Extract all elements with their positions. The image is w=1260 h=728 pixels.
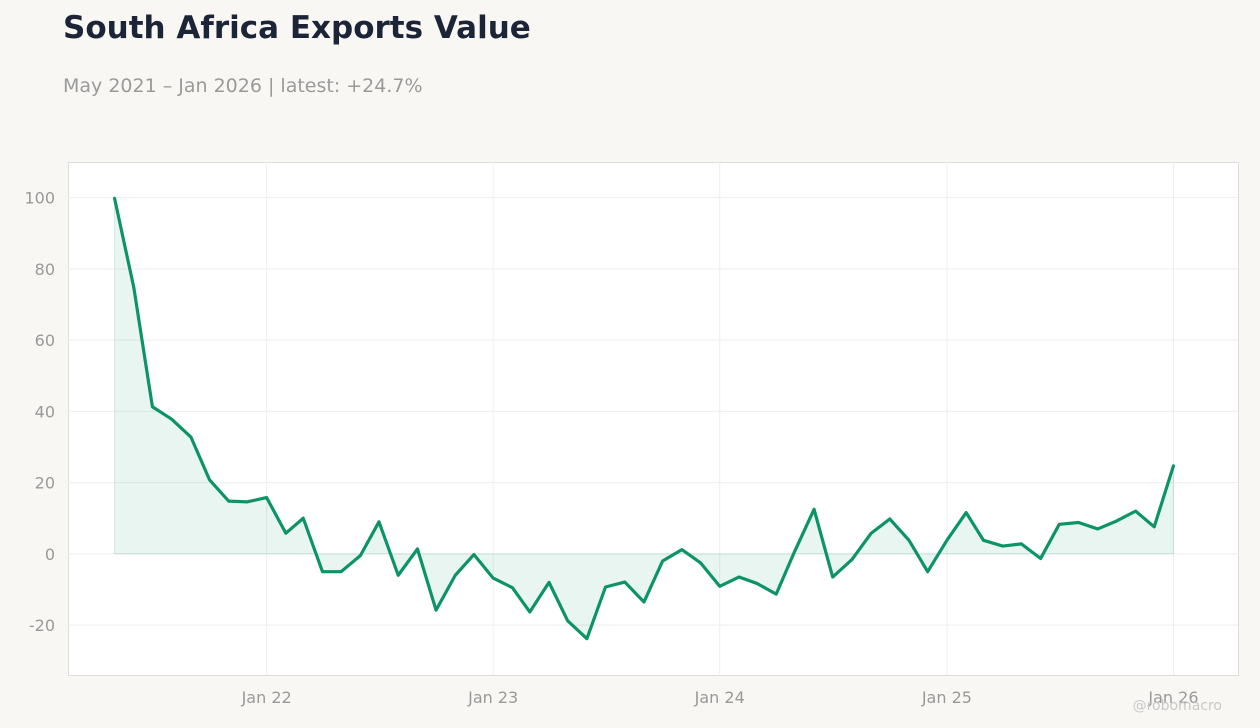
data-point [831, 575, 834, 578]
data-point [454, 574, 457, 577]
data-point [151, 405, 154, 408]
data-point [113, 197, 116, 200]
y-tick-label: 100 [24, 189, 55, 208]
data-point [528, 610, 531, 613]
data-point [623, 580, 626, 583]
data-point [661, 559, 664, 562]
y-tick-label: 20 [35, 474, 55, 493]
data-point [1058, 523, 1061, 526]
series-line [112, 196, 1176, 641]
chart-subtitle: May 2021 – Jan 2026 | latest: +24.7% [63, 75, 423, 97]
data-point [585, 637, 588, 640]
data-point [547, 581, 550, 584]
x-tick-label: Jan 26 [1147, 688, 1198, 707]
x-axis-ticks: Jan 22 Jan 23 Jan 24 Jan 25 Jan 26 [241, 688, 1199, 707]
watermark: @robomacro [1133, 698, 1222, 714]
data-point [170, 418, 173, 421]
y-tick-label: 40 [35, 402, 55, 421]
data-point [1115, 520, 1118, 523]
data-point [812, 508, 815, 511]
data-point [945, 539, 948, 542]
data-point [888, 517, 891, 520]
data-point [850, 558, 853, 561]
data-point [870, 532, 873, 535]
data-point [566, 619, 569, 622]
data-point [434, 609, 437, 612]
x-tick-label: Jan 25 [921, 688, 972, 707]
data-point [680, 548, 683, 551]
data-point [907, 539, 910, 542]
data-point [397, 574, 400, 577]
data-point [377, 520, 380, 523]
x-tick-label: Jan 23 [467, 688, 518, 707]
y-tick-label: -20 [29, 616, 55, 635]
data-point [265, 496, 268, 499]
data-point [1153, 525, 1156, 528]
y-axis-ticks: -20 0 20 40 60 80 100 [24, 189, 55, 636]
data-point [416, 547, 419, 550]
data-point [208, 478, 211, 481]
data-point [1172, 464, 1175, 467]
y-tick-label: 80 [35, 260, 55, 279]
y-tick-label: 0 [45, 545, 55, 564]
chart-title: South Africa Exports Value [63, 10, 531, 46]
data-point [965, 511, 968, 514]
data-point [359, 554, 362, 557]
data-point [246, 500, 249, 503]
y-tick-label: 60 [35, 331, 55, 350]
data-point [321, 570, 324, 573]
data-point [340, 570, 343, 573]
data-point [189, 435, 192, 438]
data-point [755, 582, 758, 585]
data-point [227, 500, 230, 503]
grid [68, 162, 1238, 675]
x-tick-label: Jan 22 [241, 688, 292, 707]
data-point [472, 553, 475, 556]
data-point [604, 585, 607, 588]
data-point [1077, 521, 1080, 524]
data-point [793, 549, 796, 552]
data-point [511, 586, 514, 589]
data-point [718, 585, 721, 588]
data-point [1001, 544, 1004, 547]
data-point [284, 532, 287, 535]
data-point [132, 286, 135, 289]
x-tick-label: Jan 24 [694, 688, 745, 707]
data-point [642, 600, 645, 603]
data-point [1096, 527, 1099, 530]
data-point [775, 593, 778, 596]
data-point [1039, 557, 1042, 560]
plot-background [68, 162, 1239, 676]
data-point [302, 517, 305, 520]
data-point [982, 539, 985, 542]
data-point [1020, 542, 1023, 545]
line-layer [112, 196, 1176, 641]
data-point [699, 561, 702, 564]
data-point [737, 575, 740, 578]
data-point [926, 570, 929, 573]
data-point [492, 577, 495, 580]
data-point [1134, 510, 1137, 513]
